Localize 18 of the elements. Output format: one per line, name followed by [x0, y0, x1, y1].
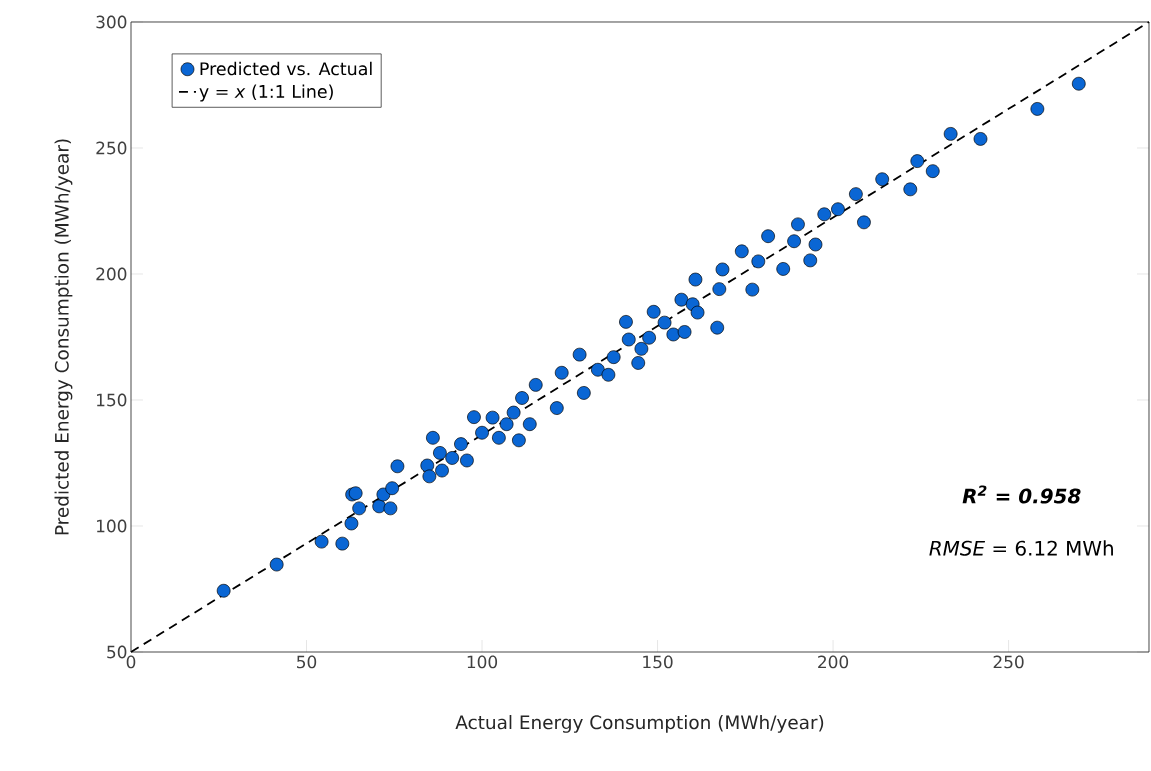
legend-label: Predicted vs. Actual [200, 61, 372, 76]
x-tick-label: 200 [818, 655, 849, 669]
x-tick-label: 50 [297, 655, 317, 669]
legend-label: y = x (1:1 Line) [199, 84, 333, 102]
x-tick-label: 100 [467, 655, 498, 669]
x-axis-title: Actual Energy Consumption (MWh/year) [455, 715, 824, 733]
y-axis-title: Predicted Energy Consumption (MWh/year) [54, 139, 73, 535]
y-tick-label: 250 [96, 141, 127, 155]
y-tick-label: 100 [97, 519, 127, 533]
annotation: R$^{2}$ = 0.958 [962, 485, 1081, 504]
x-tick-label: 250 [993, 655, 1024, 669]
y-tick-label: 150 [97, 393, 127, 407]
y-tick-label: 200 [96, 267, 127, 281]
y-tick-label: 50 [107, 645, 127, 659]
annotation: RMSE = 6.12 MWh [929, 540, 1113, 556]
y-tick-label: 300 [96, 15, 127, 29]
x-tick-label: 150 [643, 655, 673, 669]
x-tick-label: 0 [126, 655, 136, 669]
